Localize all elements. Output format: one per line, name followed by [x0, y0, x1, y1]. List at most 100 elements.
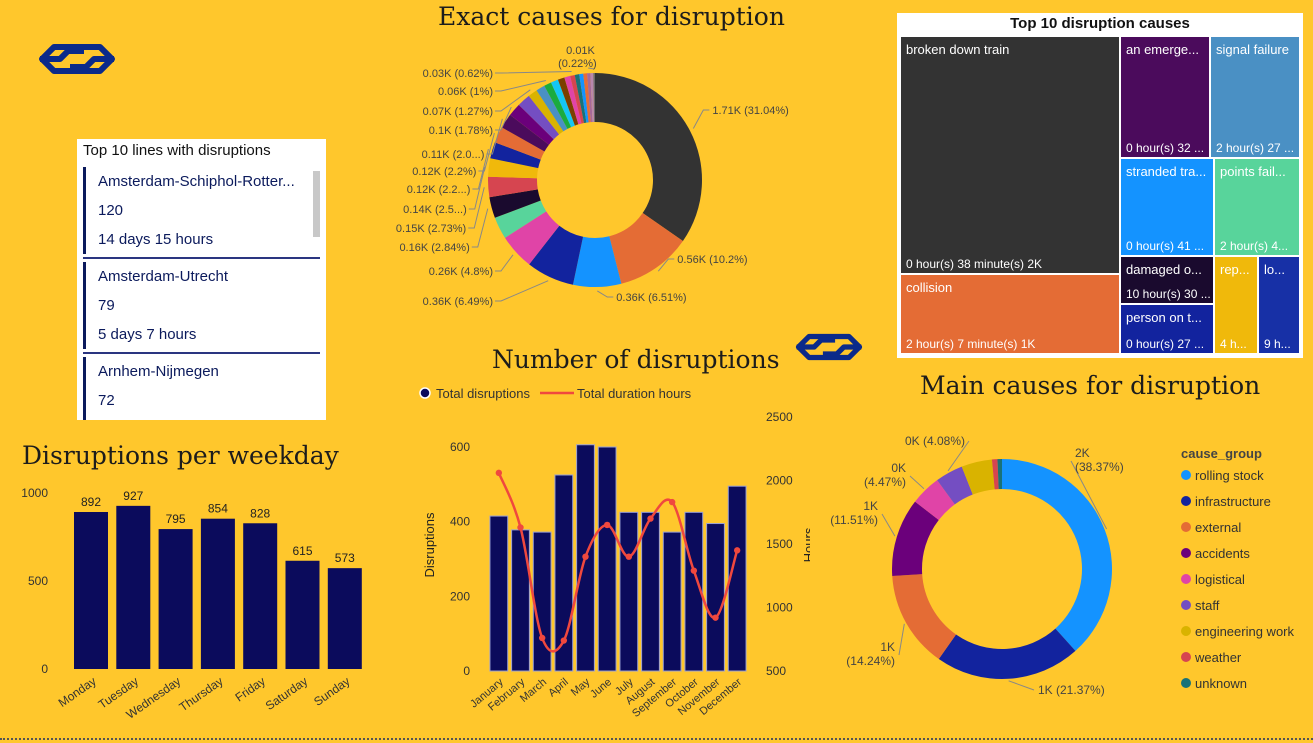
donut-slice[interactable] — [494, 127, 545, 160]
slice-label: 1K — [880, 640, 895, 654]
line-point[interactable] — [538, 634, 546, 642]
list-item[interactable]: Arnhem-Nijmegen 72 — [83, 357, 326, 420]
donut-slice[interactable] — [991, 459, 999, 490]
donut-slice[interactable] — [583, 73, 591, 123]
donut-slice[interactable] — [504, 211, 560, 265]
bar[interactable] — [158, 529, 193, 669]
treemap-cell-label: collision — [906, 280, 952, 295]
treemap-cell[interactable]: stranded tra... 0 hour(s) 41 ... — [1121, 159, 1213, 255]
legend-item[interactable]: logistical — [1181, 572, 1245, 587]
legend-item[interactable]: staff — [1181, 598, 1220, 613]
list-item[interactable]: Amsterdam-Utrecht 79 5 days 7 hours — [83, 262, 326, 349]
donut-slice[interactable] — [510, 104, 554, 145]
line-count: 72 — [98, 392, 115, 409]
leader-line — [468, 187, 485, 229]
donut-slice[interactable] — [892, 574, 957, 660]
donut-slice[interactable] — [490, 142, 541, 169]
line-point[interactable] — [560, 637, 568, 644]
line-point[interactable] — [603, 521, 611, 529]
treemap-cell[interactable]: collision 2 hour(s) 7 minute(s) 1K — [901, 275, 1119, 353]
donut-slice[interactable] — [518, 95, 560, 140]
donut-slice[interactable] — [579, 73, 589, 123]
treemap-cell[interactable]: damaged o... 10 hour(s) 30 ... — [1121, 257, 1213, 303]
donut-slice[interactable] — [488, 176, 538, 198]
line-point[interactable] — [712, 614, 719, 621]
donut-slice[interactable] — [961, 459, 995, 495]
bar[interactable] — [489, 515, 509, 672]
bar[interactable] — [243, 523, 278, 669]
bar[interactable] — [285, 560, 320, 669]
bar[interactable] — [597, 446, 617, 672]
legend-item[interactable]: rolling stock — [1181, 468, 1264, 483]
line-point[interactable] — [495, 469, 503, 477]
donut-slice[interactable] — [593, 73, 595, 123]
legend-item[interactable]: accidents — [1181, 546, 1250, 561]
bar[interactable] — [727, 485, 747, 672]
donut-slice[interactable] — [590, 73, 595, 123]
donut-slice[interactable] — [489, 189, 541, 218]
bar[interactable] — [116, 505, 151, 669]
bar[interactable] — [200, 518, 235, 669]
treemap-cell[interactable]: points fail... 2 hour(s) 4... — [1215, 159, 1299, 255]
donut-slice[interactable] — [574, 74, 587, 124]
donut-slice[interactable] — [997, 459, 1002, 490]
line-point[interactable] — [517, 524, 524, 531]
treemap-cell[interactable]: lo... 9 h... — [1259, 257, 1299, 353]
donut-slice[interactable] — [564, 75, 582, 125]
bar[interactable] — [619, 511, 639, 672]
donut-slice[interactable] — [536, 85, 568, 132]
slice-label: 0K (4.08%) — [905, 435, 965, 448]
line-point[interactable] — [690, 567, 698, 574]
donut-slice[interactable] — [609, 213, 683, 284]
legend-item[interactable]: external — [1181, 520, 1241, 535]
donut-slice[interactable] — [586, 73, 593, 123]
y2-tick-label: 2000 — [766, 474, 793, 488]
legend-item[interactable]: infrastructure — [1181, 494, 1271, 509]
treemap-cell[interactable]: broken down train 0 hour(s) 38 minute(s) … — [901, 37, 1119, 273]
treemap-cell-value: 0 hour(s) 27 ... — [1126, 337, 1204, 351]
bar[interactable] — [706, 523, 725, 672]
donut-slice[interactable] — [501, 114, 549, 152]
donut-slice[interactable] — [892, 501, 939, 577]
line-point[interactable] — [668, 498, 676, 506]
bar[interactable] — [327, 568, 362, 669]
donut-slice[interactable] — [557, 77, 579, 126]
legend-item[interactable]: engineering work — [1181, 624, 1295, 639]
line-point[interactable] — [733, 547, 741, 554]
legend-item[interactable]: weather — [1181, 650, 1242, 665]
donut-slice[interactable] — [570, 74, 585, 124]
x-tick-label: May — [569, 676, 593, 699]
bar[interactable] — [74, 512, 108, 669]
donut-slice[interactable] — [528, 90, 564, 135]
treemap-cell[interactable]: an emerge... 0 hour(s) 32 ... — [1121, 37, 1209, 157]
treemap-cell[interactable]: signal failure 2 hour(s) 27 ... — [1211, 37, 1299, 157]
slice-label: 0.12K (2.2%) — [412, 166, 476, 178]
bar[interactable] — [662, 531, 682, 672]
treemap-cell[interactable]: rep... 4 h... — [1215, 257, 1257, 353]
line-point[interactable] — [582, 553, 589, 560]
donut-slice[interactable] — [595, 73, 702, 241]
line-point[interactable] — [625, 553, 633, 560]
donut-slice[interactable] — [529, 225, 584, 285]
donut-slice[interactable] — [544, 82, 572, 129]
treemap-cell[interactable]: person on t... 0 hour(s) 27 ... — [1121, 305, 1213, 353]
bar[interactable] — [641, 511, 660, 672]
top-lines-list[interactable]: Amsterdam-Schiphol-Rotter... 120 14 days… — [77, 167, 326, 420]
scrollbar[interactable] — [313, 171, 320, 237]
donut-slice[interactable] — [915, 480, 955, 521]
donut-slice[interactable] — [488, 158, 539, 179]
donut-slice[interactable] — [938, 628, 1076, 679]
bar[interactable] — [554, 474, 574, 672]
y-tick-label: 1000 — [21, 486, 48, 500]
list-item[interactable]: Amsterdam-Schiphol-Rotter... 120 14 days… — [83, 167, 326, 254]
donut-slice[interactable] — [572, 236, 622, 287]
duration-line[interactable] — [497, 472, 739, 653]
bar[interactable] — [511, 529, 530, 672]
line-point[interactable] — [647, 515, 654, 522]
donut-slice[interactable] — [494, 200, 547, 238]
donut-slice[interactable] — [937, 466, 973, 505]
donut-slice[interactable] — [551, 79, 575, 128]
donut-slice[interactable] — [1002, 459, 1112, 651]
legend-item[interactable]: unknown — [1181, 676, 1247, 691]
leader-line — [657, 258, 675, 272]
